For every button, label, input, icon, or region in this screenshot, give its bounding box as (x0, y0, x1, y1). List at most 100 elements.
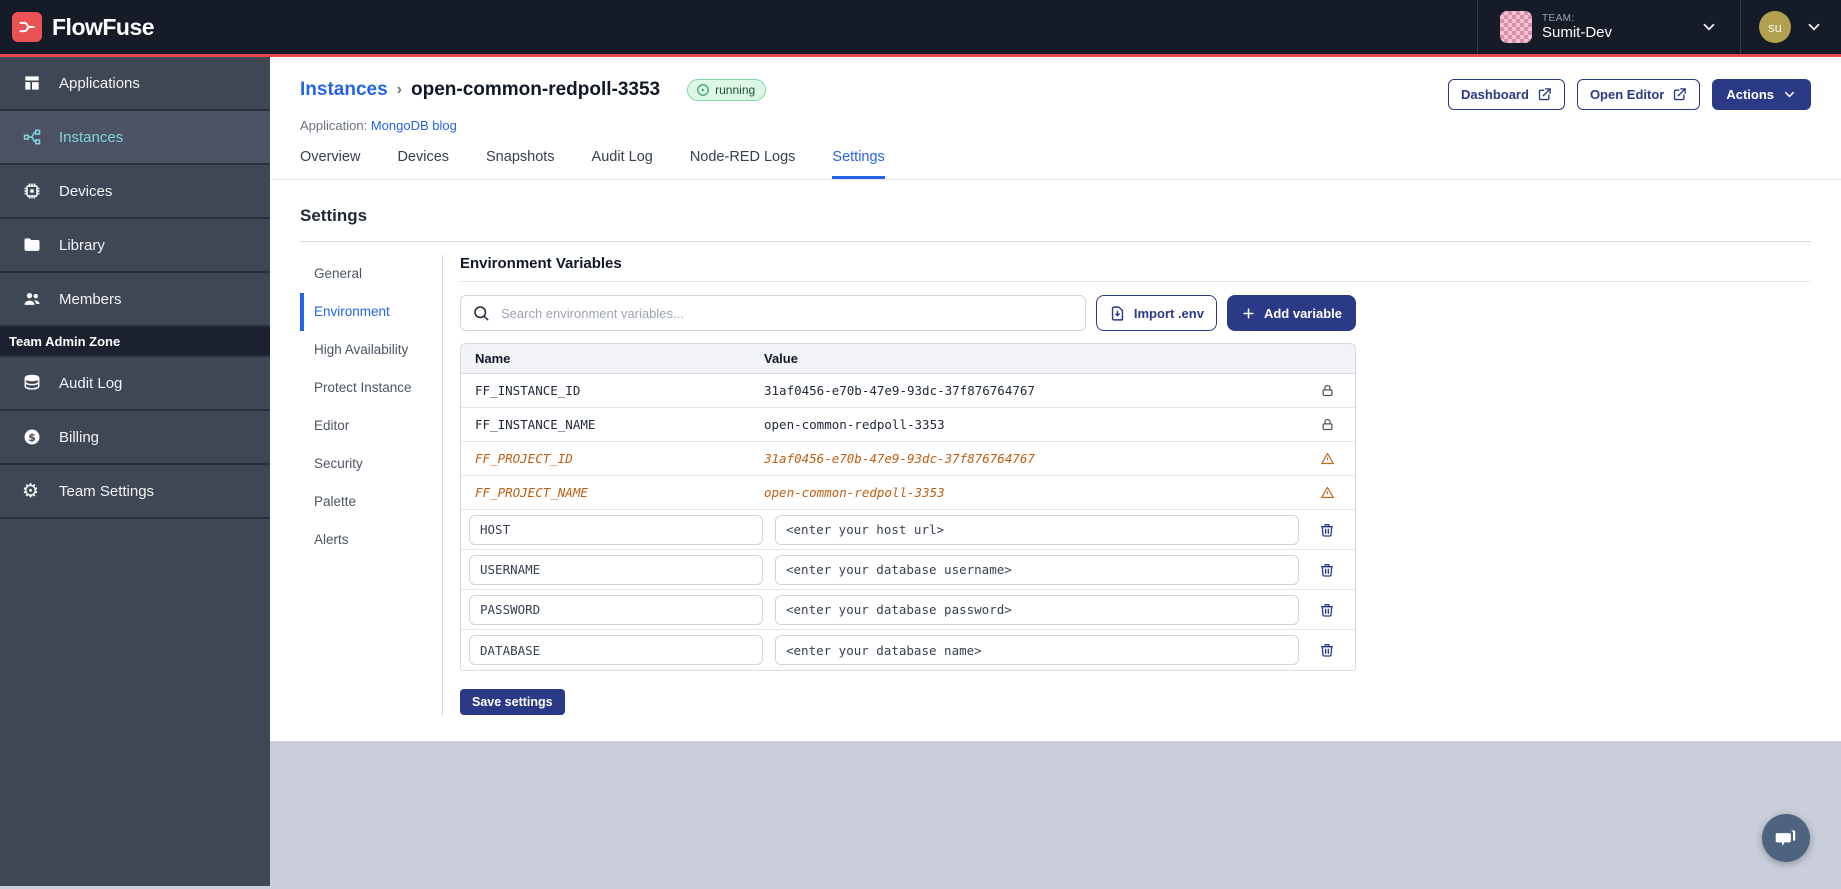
user-menu[interactable]: su (1741, 0, 1841, 54)
env-var-name-input[interactable] (469, 594, 763, 625)
column-header-value: Value (764, 351, 798, 366)
settings-subnav: General Environment High Availability Pr… (300, 255, 412, 715)
column-header-name: Name (475, 351, 511, 366)
env-var-name-input[interactable] (469, 514, 763, 545)
status-text: running (715, 83, 756, 97)
page-title: open-common-redpoll-3353 (410, 79, 661, 100)
sidebar-item-applications[interactable]: Applications (0, 57, 270, 111)
brand[interactable]: FlowFuse (0, 12, 155, 42)
save-settings-button[interactable]: Save settings (460, 689, 565, 715)
svg-text:$: $ (28, 431, 36, 444)
sidebar-item-label: Applications (59, 74, 140, 92)
trash-icon[interactable] (1299, 602, 1355, 618)
external-link-icon (1537, 87, 1552, 102)
subnav-divider (442, 255, 443, 715)
env-var-name: FF_PROJECT_NAME (475, 485, 588, 500)
subnav-item-alerts[interactable]: Alerts (314, 532, 349, 547)
table-row: FF_PROJECT_NAME open-common-redpoll-3353 (461, 476, 1355, 510)
subnav-item-security[interactable]: Security (314, 456, 363, 471)
chat-widget-button[interactable] (1762, 814, 1810, 862)
sidebar-item-label: Library (59, 236, 105, 254)
subnav-item-palette[interactable]: Palette (314, 494, 357, 509)
table-row (461, 590, 1355, 630)
sidebar-item-library[interactable]: Library (0, 219, 270, 273)
team-switcher[interactable]: TEAM: Sumit-Dev (1478, 0, 1740, 54)
plus-icon (1241, 306, 1256, 321)
table-row (461, 510, 1355, 550)
application-label: Application: (300, 118, 368, 133)
applications-icon (22, 73, 42, 93)
subnav-item-protect-instance[interactable]: Protect Instance (314, 380, 412, 395)
sidebar-item-billing[interactable]: $ Billing (0, 411, 270, 465)
env-var-value: 31af0456-e70b-47e9-93dc-37f876764767 (764, 383, 1035, 398)
trash-icon[interactable] (1299, 642, 1355, 658)
breadcrumb: Instances › open-common-redpoll-3353 run… (300, 79, 767, 101)
search-input[interactable] (460, 295, 1086, 331)
add-variable-button[interactable]: Add variable (1226, 295, 1356, 331)
tab-audit-log[interactable]: Audit Log (591, 149, 653, 165)
trash-icon[interactable] (1299, 522, 1355, 538)
sidebar-item-audit-log[interactable]: Audit Log (0, 357, 270, 411)
team-admin-zone-label: Team Admin Zone (0, 327, 270, 357)
sidebar-item-instances[interactable]: Instances (0, 111, 270, 165)
subnav-item-high-availability[interactable]: High Availability (314, 342, 409, 357)
trash-icon[interactable] (1299, 562, 1355, 578)
dashboard-button-label: Dashboard (1461, 87, 1529, 102)
env-var-name-input[interactable] (469, 554, 763, 585)
dashboard-button[interactable]: Dashboard (1448, 79, 1565, 110)
external-link-icon (1672, 87, 1687, 102)
subnav-item-general[interactable]: General (314, 266, 363, 281)
subnav-item-environment[interactable]: Environment (300, 293, 412, 331)
actions-button[interactable]: Actions (1712, 79, 1811, 110)
env-var-value: open-common-redpoll-3353 (764, 417, 945, 432)
env-var-value-input[interactable] (775, 514, 1299, 545)
application-link[interactable]: MongoDB blog (370, 118, 457, 133)
sidebar: Applications Instances Devices (0, 57, 270, 886)
sidebar-item-team-settings[interactable]: ⚙ Team Settings (0, 465, 270, 519)
tab-overview[interactable]: Overview (300, 149, 361, 165)
env-var-name: FF_INSTANCE_NAME (475, 417, 596, 432)
env-var-name-input[interactable] (469, 635, 763, 665)
table-row: FF_INSTANCE_ID 31af0456-e70b-47e9-93dc-3… (461, 374, 1355, 408)
database-icon (22, 373, 42, 393)
brand-name: FlowFuse (52, 13, 155, 40)
main-area: Instances › open-common-redpoll-3353 run… (270, 57, 1841, 886)
application-line: Application: MongoDB blog (270, 110, 1841, 133)
gear-icon: ⚙ (22, 480, 40, 502)
tab-node-red-logs[interactable]: Node-RED Logs (689, 149, 796, 165)
env-var-value-input[interactable] (775, 635, 1299, 665)
flowfuse-logo-icon (12, 12, 42, 42)
sidebar-item-label: Audit Log (59, 374, 123, 392)
table-header: Name Value (461, 344, 1355, 374)
sidebar-item-devices[interactable]: Devices (0, 165, 270, 219)
chevron-down-icon (1782, 87, 1797, 102)
breadcrumb-instances-link[interactable]: Instances (300, 79, 388, 100)
document-download-icon (1109, 305, 1126, 322)
env-var-value-input[interactable] (775, 594, 1299, 625)
chevron-down-icon (1700, 18, 1718, 36)
chat-icon (1773, 825, 1799, 851)
env-var-value: 31af0456-e70b-47e9-93dc-37f876764767 (764, 451, 1035, 466)
folder-icon (22, 235, 42, 255)
team-avatar (1499, 11, 1532, 43)
sidebar-item-label: Devices (59, 182, 113, 200)
tab-snapshots[interactable]: Snapshots (486, 149, 555, 165)
navbar-divider (1476, 0, 1478, 54)
instance-tabs: Overview Devices Snapshots Audit Log Nod… (270, 149, 1841, 180)
subnav-item-editor[interactable]: Editor (314, 418, 350, 433)
team-label: TEAM: (1541, 12, 1575, 24)
sidebar-item-label: Team Settings (59, 482, 155, 500)
open-editor-button[interactable]: Open Editor (1576, 79, 1701, 110)
import-env-button[interactable]: Import .env (1095, 295, 1217, 331)
tab-devices[interactable]: Devices (397, 149, 450, 165)
table-row: FF_INSTANCE_NAME open-common-redpoll-335… (461, 408, 1355, 442)
tab-settings[interactable]: Settings (832, 149, 885, 179)
status-badge: running (687, 79, 767, 101)
table-row (461, 630, 1355, 670)
open-editor-button-label: Open Editor (1589, 87, 1665, 102)
dollar-icon: $ (22, 427, 42, 447)
env-var-value-input[interactable] (775, 554, 1299, 585)
sidebar-item-members[interactable]: Members (0, 273, 270, 327)
chevron-down-icon (1805, 18, 1823, 36)
settings-divider (300, 241, 1811, 242)
